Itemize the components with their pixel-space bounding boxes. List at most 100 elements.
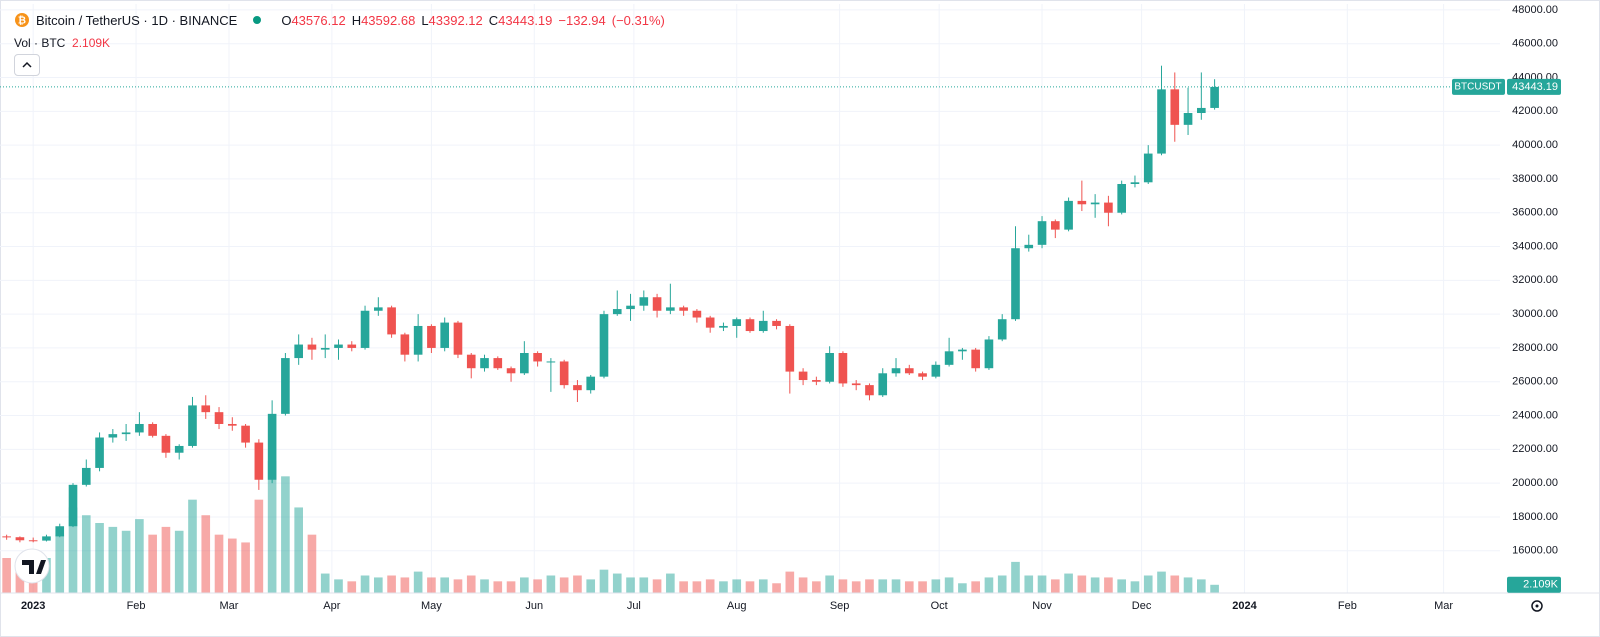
volume-bar [148, 534, 157, 593]
candle-body [413, 325, 423, 355]
ohlc-low: L43392.12 [421, 13, 482, 28]
x-tick-label: Oct [931, 600, 948, 612]
volume-bar [387, 575, 396, 593]
change: −132.94 [558, 12, 606, 28]
x-tick-label: Feb [127, 600, 146, 612]
volume-bar [121, 530, 131, 593]
volume-bar [745, 581, 755, 593]
candle-body [95, 437, 104, 468]
candle-body [81, 467, 91, 485]
ohlc-value: 43443.19 [498, 12, 553, 28]
volume-bar [108, 526, 118, 593]
volume-bar [865, 579, 874, 593]
volume-bar [1143, 575, 1153, 593]
volume-bar [347, 581, 357, 593]
candle-body [453, 322, 463, 355]
ohlc-key: O [281, 12, 292, 28]
candle-body [214, 412, 224, 424]
y-tick-label: 42000.00 [1512, 105, 1558, 117]
candle-body [493, 358, 503, 369]
volume-bar [798, 577, 808, 593]
candle-body [400, 334, 410, 355]
candle-body [812, 380, 821, 382]
volume-bar [1024, 575, 1034, 593]
y-tick-label: 16000.00 [1512, 545, 1558, 557]
settings-icon [1531, 600, 1543, 612]
ohlc-key: L [421, 12, 429, 28]
candle-body [652, 297, 662, 311]
candle-body [121, 432, 131, 435]
x-tick-label: 2024 [1232, 600, 1257, 612]
logo-mark [22, 560, 46, 574]
volume-bar [758, 579, 768, 593]
candle-body [334, 344, 343, 348]
y-tick-label: 28000.00 [1512, 342, 1558, 354]
ohlc-open: O43576.12 [281, 13, 345, 28]
candle-body [1090, 202, 1100, 205]
candle-body [586, 376, 596, 391]
y-tick-label: 40000.00 [1512, 139, 1558, 151]
candle-body [984, 339, 994, 369]
svg-text:₿: ₿ [18, 15, 26, 27]
candle-body [347, 344, 357, 348]
x-tick-label: May [421, 600, 442, 612]
volume-bar [1077, 575, 1087, 593]
candle-body [188, 405, 197, 446]
candle-body [997, 319, 1007, 340]
volume-bar [904, 581, 914, 593]
volume-bar [944, 577, 954, 593]
volume-bar [573, 575, 582, 593]
candle-body [1143, 153, 1153, 183]
candle-body [241, 425, 250, 443]
candle-body [1130, 182, 1140, 184]
collapse-button[interactable] [14, 54, 40, 76]
volume-pane [2, 460, 1219, 593]
y-tick-label: 36000.00 [1512, 207, 1558, 219]
candle-body [679, 307, 688, 311]
candle-body [307, 344, 317, 350]
candle-body [918, 373, 927, 377]
volume-bar [294, 507, 303, 593]
volume-legend: Vol · BTC 2.109K [14, 36, 110, 50]
candle-body [851, 383, 861, 386]
candle-body [865, 385, 874, 396]
y-tick-label: 26000.00 [1512, 376, 1558, 388]
volume-bar [705, 579, 715, 593]
volume-bar [360, 575, 370, 593]
candle-body [427, 325, 436, 348]
volume-bar [958, 583, 967, 593]
volume-bar [825, 575, 834, 593]
candle-body [838, 353, 848, 384]
candle-body [1077, 200, 1087, 205]
volume-bar [626, 577, 635, 593]
volume-bar [639, 577, 649, 593]
volume-bar [838, 579, 848, 593]
x-tick-label: Mar [220, 600, 239, 612]
candle-body [294, 344, 303, 359]
volume-bar [851, 581, 861, 593]
y-tick-label: 22000.00 [1512, 443, 1558, 455]
volume-bar [692, 581, 702, 593]
candle-body [387, 307, 396, 335]
y-tick-label: 32000.00 [1512, 274, 1558, 286]
volume-bar [68, 507, 78, 593]
candle-body [267, 413, 277, 480]
volume-bar [281, 476, 290, 593]
volume-bar [174, 530, 184, 593]
change-pct: (−0.31%) [611, 12, 665, 28]
volume-bar [533, 579, 542, 593]
ohlc-value: 43576.12 [291, 12, 346, 28]
candle-body [1024, 244, 1034, 249]
candle-body [705, 317, 715, 328]
candle-body [1157, 89, 1166, 154]
volume-bar [95, 523, 104, 593]
candle-body [174, 445, 184, 453]
x-tick-label: Dec [1132, 600, 1152, 612]
volume-value: 2.109K [72, 36, 111, 50]
volume-bar [320, 573, 330, 593]
volume-bar [227, 538, 237, 593]
volume-bar [55, 534, 65, 593]
candle-body [374, 307, 383, 311]
